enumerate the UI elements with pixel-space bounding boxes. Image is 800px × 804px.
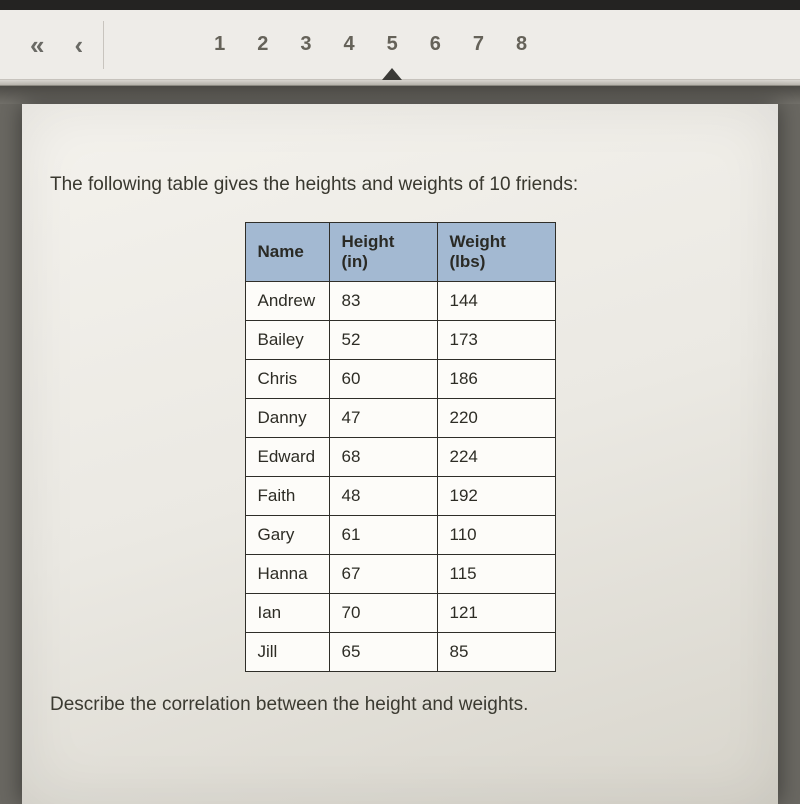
table-cell: Gary xyxy=(245,516,329,555)
question-text: Describe the correlation between the hei… xyxy=(50,694,750,716)
document-shadow xyxy=(0,86,800,104)
toolbar-left-group: « ‹ xyxy=(30,32,83,58)
table-row: Ian70121 xyxy=(245,594,555,633)
toolbar-divider xyxy=(103,21,104,69)
table-row: Andrew83144 xyxy=(245,282,555,321)
page-number-7[interactable]: 7 xyxy=(473,33,484,56)
table-cell: 60 xyxy=(329,360,437,399)
table-cell: 173 xyxy=(437,321,555,360)
page-number-6[interactable]: 6 xyxy=(430,33,441,56)
table-cell: 47 xyxy=(329,399,437,438)
table-row: Danny47220 xyxy=(245,399,555,438)
document-page: The following table gives the heights an… xyxy=(22,104,778,804)
table-row: Faith48192 xyxy=(245,477,555,516)
friends-table: NameHeight (in)Weight (lbs) Andrew83144B… xyxy=(245,222,556,672)
table-cell: Faith xyxy=(245,477,329,516)
table-cell: 220 xyxy=(437,399,555,438)
table-cell: Danny xyxy=(245,399,329,438)
table-cell: 110 xyxy=(437,516,555,555)
table-cell: 192 xyxy=(437,477,555,516)
table-cell: 52 xyxy=(329,321,437,360)
table-cell: 70 xyxy=(329,594,437,633)
prev-page-icon[interactable]: ‹ xyxy=(74,32,83,58)
table-cell: 65 xyxy=(329,633,437,672)
table-cell: Ian xyxy=(245,594,329,633)
page-number-2[interactable]: 2 xyxy=(257,33,268,56)
table-cell: Edward xyxy=(245,438,329,477)
table-cell: 83 xyxy=(329,282,437,321)
table-cell: 186 xyxy=(437,360,555,399)
page-number-strip: 1 2 3 4 5 6 7 8 xyxy=(214,33,527,56)
col-header: Height (in) xyxy=(329,223,437,282)
table-row: Gary61110 xyxy=(245,516,555,555)
table-cell: Bailey xyxy=(245,321,329,360)
window-top-gap xyxy=(0,0,800,10)
table-row: Bailey52173 xyxy=(245,321,555,360)
page-number-1[interactable]: 1 xyxy=(214,33,225,56)
table-cell: 115 xyxy=(437,555,555,594)
table-cell: Hanna xyxy=(245,555,329,594)
table-cell: 48 xyxy=(329,477,437,516)
table-cell: 85 xyxy=(437,633,555,672)
table-row: Jill6585 xyxy=(245,633,555,672)
first-page-icon[interactable]: « xyxy=(30,32,44,58)
table-cell: 67 xyxy=(329,555,437,594)
table-row: Chris60186 xyxy=(245,360,555,399)
table-cell: Andrew xyxy=(245,282,329,321)
intro-text: The following table gives the heights an… xyxy=(50,174,750,196)
pagination-toolbar: « ‹ 1 2 3 4 5 6 7 8 xyxy=(0,10,800,80)
table-row: Edward68224 xyxy=(245,438,555,477)
page-number-4[interactable]: 4 xyxy=(344,33,355,56)
table-cell: 68 xyxy=(329,438,437,477)
page-wrapper: The following table gives the heights an… xyxy=(0,104,800,804)
table-container: NameHeight (in)Weight (lbs) Andrew83144B… xyxy=(50,222,750,672)
table-cell: 144 xyxy=(437,282,555,321)
table-cell: 224 xyxy=(437,438,555,477)
table-cell: Jill xyxy=(245,633,329,672)
table-row: Hanna67115 xyxy=(245,555,555,594)
page-number-3[interactable]: 3 xyxy=(300,33,311,56)
table-cell: 61 xyxy=(329,516,437,555)
col-header: Name xyxy=(245,223,329,282)
col-header: Weight (lbs) xyxy=(437,223,555,282)
table-cell: 121 xyxy=(437,594,555,633)
table-cell: Chris xyxy=(245,360,329,399)
page-number-8[interactable]: 8 xyxy=(516,33,527,56)
page-number-5[interactable]: 5 xyxy=(387,33,398,56)
